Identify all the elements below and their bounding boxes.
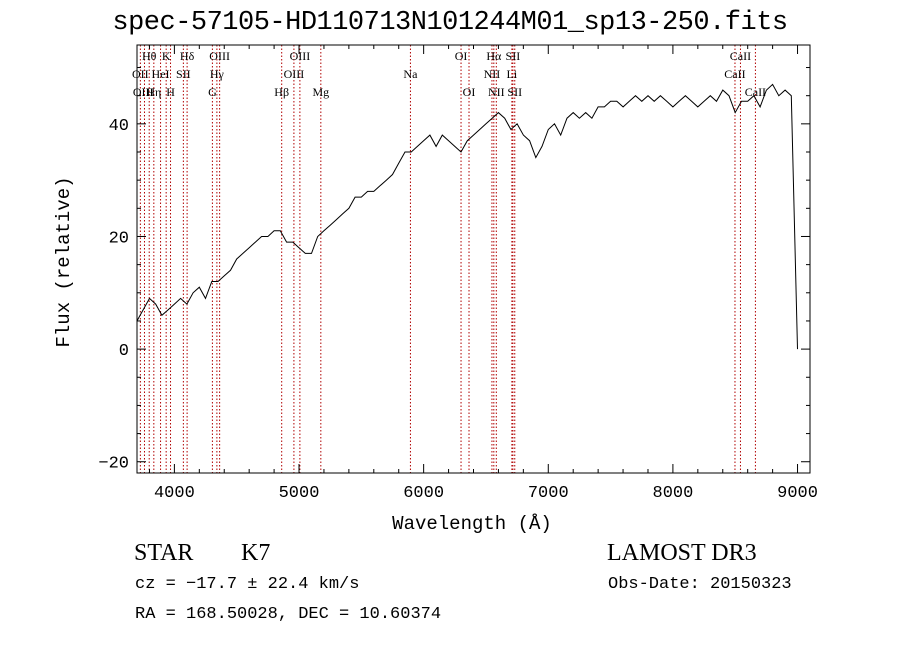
line-label-26: CaII — [724, 67, 745, 81]
redshift-cz: cz = −17.7 ± 22.4 km/s — [135, 575, 360, 594]
line-label-13: OIII — [284, 67, 305, 81]
line-label-4: HeI — [152, 67, 170, 81]
line-label-17: OI — [455, 49, 468, 63]
spectrum-series — [136, 83, 798, 350]
x-tick-label-7000: 7000 — [528, 484, 569, 503]
y-tick-label-1: 0 — [119, 342, 129, 361]
y-tick-label-3: 40 — [109, 117, 129, 136]
line-label-22: Li — [507, 67, 518, 81]
observation-date: Obs-Date: 20150323 — [608, 575, 792, 594]
object-subclass: K7 — [241, 540, 271, 566]
line-label-14: Hβ — [274, 85, 289, 99]
line-label-8: SII — [176, 67, 191, 81]
line-label-15: Mg — [312, 85, 329, 99]
x-tick-label-6000: 6000 — [403, 484, 444, 503]
line-label-9: OIII — [209, 49, 230, 63]
line-label-5: Hη — [146, 85, 161, 99]
line-label-27: CaII — [745, 85, 766, 99]
line-label-2: OIII — [133, 85, 154, 99]
object-class: STAR — [134, 540, 194, 566]
x-tick-label-4000: 4000 — [154, 484, 195, 503]
chart-title: spec-57105-HD110713N101244M01_sp13-250.f… — [112, 8, 788, 38]
line-label-23: NII — [488, 85, 505, 99]
line-labels: Hθ OII OIII K HeI Hη H Hδ SII OIII Hγ G OIII OIII Hβ Mg… — [132, 49, 766, 99]
spectrum-line — [136, 83, 798, 350]
line-label-7: Hδ — [180, 49, 195, 63]
line-label-16: Na — [403, 67, 418, 81]
survey-name: LAMOST DR3 — [607, 540, 757, 566]
line-label-24: SII — [507, 85, 522, 99]
line-label-19: Hα — [486, 49, 502, 63]
y-tick-label-0: −20 — [98, 455, 129, 474]
plot-frame — [136, 44, 811, 474]
x-tick-label-5000: 5000 — [279, 484, 320, 503]
coordinates: RA = 168.50028, DEC = 10.60374 — [135, 605, 442, 624]
axis-ticks: 4000 5000 6000 7000 8000 9000 −20 0 20 40 — [98, 45, 818, 503]
line-label-20: SII — [506, 49, 521, 63]
x-tick-label-9000: 9000 — [777, 484, 818, 503]
line-label-6: H — [166, 85, 175, 99]
line-label-25: CaII — [730, 49, 751, 63]
y-axis-label: Flux (relative) — [53, 176, 75, 347]
line-label-12: OIII — [290, 49, 311, 63]
line-label-21: NII — [484, 67, 501, 81]
x-axis-label: Wavelength (Å) — [392, 513, 552, 535]
line-label-18: OI — [463, 85, 476, 99]
line-label-3: K — [162, 49, 171, 63]
line-label-0: Hθ — [142, 49, 157, 63]
line-label-10: Hγ — [210, 67, 225, 81]
line-label-1: OII — [132, 67, 149, 81]
x-tick-label-8000: 8000 — [653, 484, 694, 503]
line-label-11: G — [208, 85, 217, 99]
y-tick-label-2: 20 — [109, 229, 129, 248]
line-markers — [139, 45, 756, 473]
